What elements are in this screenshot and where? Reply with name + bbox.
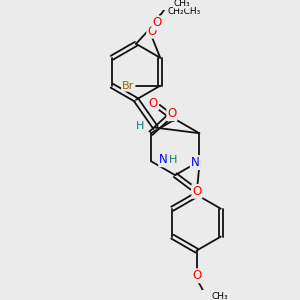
Text: H: H [136, 121, 144, 131]
Text: CH₃: CH₃ [212, 292, 229, 300]
Text: O: O [149, 97, 158, 110]
Text: O: O [167, 107, 176, 120]
Text: N: N [191, 156, 200, 169]
Text: O: O [192, 269, 201, 282]
Text: N: N [159, 153, 168, 166]
Text: CH₃: CH₃ [174, 0, 190, 8]
Text: CH₂CH₃: CH₂CH₃ [167, 7, 200, 16]
Text: H: H [169, 155, 177, 165]
Text: O: O [192, 185, 202, 198]
Text: O: O [147, 25, 157, 38]
Text: Br: Br [122, 81, 134, 91]
Text: O: O [152, 16, 162, 29]
